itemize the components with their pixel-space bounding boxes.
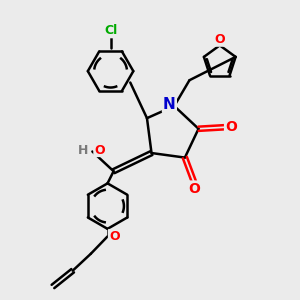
Text: N: N bbox=[163, 97, 176, 112]
Text: O: O bbox=[188, 182, 200, 196]
Text: Cl: Cl bbox=[104, 24, 117, 37]
Text: O: O bbox=[109, 230, 119, 243]
Text: O: O bbox=[225, 120, 237, 134]
Text: O: O bbox=[94, 143, 104, 157]
Text: H: H bbox=[77, 143, 88, 157]
Text: O: O bbox=[214, 33, 225, 46]
